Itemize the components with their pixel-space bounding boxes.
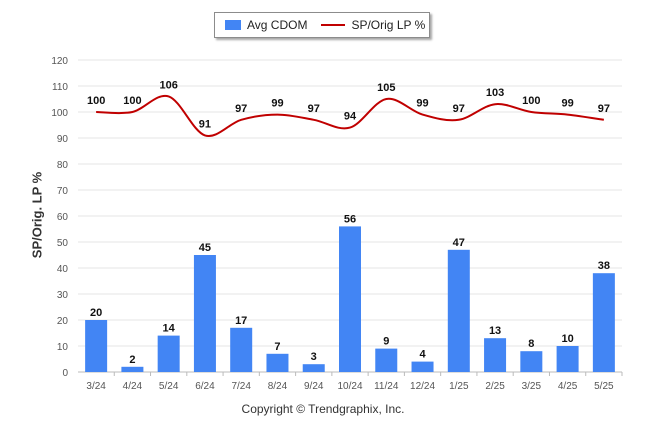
x-tick-label: 1/25	[449, 381, 469, 392]
x-tick-label: 6/24	[195, 381, 215, 392]
x-tick-label: 3/24	[86, 381, 106, 392]
y-tick-label: 80	[57, 160, 69, 171]
y-tick-label: 10	[57, 342, 69, 353]
x-tick-label: 9/24	[304, 381, 324, 392]
legend-item-bars: Avg CDOM	[215, 18, 307, 32]
bar	[121, 366, 144, 372]
line-data-label: 97	[453, 103, 465, 115]
bar-data-label: 3	[311, 351, 317, 363]
line-data-label: 103	[486, 87, 504, 99]
line-data-label: 106	[159, 79, 177, 91]
bar	[266, 353, 289, 372]
bar-data-label: 2	[129, 354, 135, 366]
bar	[339, 226, 361, 372]
line-data-label: 99	[271, 98, 283, 110]
bar-data-label: 10	[561, 333, 573, 345]
x-tick-label: 8/24	[268, 381, 288, 392]
bar	[85, 320, 108, 372]
bar	[556, 346, 579, 372]
x-tick-label: 5/25	[594, 381, 614, 392]
y-tick-label: 100	[51, 108, 68, 119]
y-tick-label: 20	[57, 316, 69, 327]
bar-data-label: 45	[199, 242, 211, 254]
bar	[484, 338, 507, 372]
legend-swatch-line	[321, 24, 346, 26]
bar	[520, 351, 543, 372]
line-data-label: 91	[199, 118, 211, 130]
x-tick-label: 11/24	[374, 381, 399, 392]
bar-data-label: 56	[344, 213, 356, 225]
x-tick-label: 2/25	[485, 381, 505, 392]
legend-item-line: SP/Orig LP %	[307, 18, 425, 32]
copyright-text: Copyright © Trendgraphix, Inc.	[241, 402, 405, 416]
bar-data-label: 13	[489, 325, 501, 337]
x-tick-label: 10/24	[337, 381, 362, 392]
bar-data-label: 14	[163, 323, 176, 335]
line-data-label: 100	[123, 95, 141, 107]
bar-data-label: 7	[274, 341, 280, 353]
legend: Avg CDOM SP/Orig LP %	[214, 12, 430, 38]
legend-label-bars: Avg CDOM	[247, 18, 308, 32]
bar	[447, 249, 470, 372]
y-tick-label: 70	[57, 186, 69, 197]
line-series-path	[96, 94, 605, 137]
bar-data-label: 4	[419, 349, 426, 361]
line-data-label: 97	[598, 103, 610, 115]
bar-data-label: 8	[528, 338, 534, 350]
bar	[157, 335, 180, 372]
x-tick-label: 5/24	[159, 381, 179, 392]
x-tick-label: 4/25	[558, 381, 578, 392]
line-data-label: 94	[344, 111, 357, 123]
line-data-label: 100	[87, 95, 105, 107]
line-data-label: 99	[416, 98, 428, 110]
y-tick-label: 40	[57, 264, 69, 275]
x-tick-label: 7/24	[231, 381, 251, 392]
bar-data-label: 17	[235, 315, 247, 327]
y-tick-label: 0	[62, 368, 68, 379]
x-tick-label: 4/24	[123, 381, 143, 392]
y-tick-label: 120	[51, 56, 68, 67]
line-data-label: 97	[235, 103, 247, 115]
y-tick-label: 90	[57, 134, 69, 145]
y-tick-label: 50	[57, 238, 69, 249]
y-axis-label: SP/Orig. LP %	[29, 171, 45, 259]
bar	[230, 327, 253, 372]
legend-swatch-bars	[225, 20, 241, 30]
line-data-label: 99	[561, 98, 573, 110]
bar-data-label: 20	[90, 307, 102, 319]
bar-data-label: 47	[453, 237, 465, 249]
legend-label-line: SP/Orig LP %	[351, 18, 426, 32]
x-tick-label: 12/24	[410, 381, 435, 392]
bar-data-label: 38	[598, 260, 610, 272]
y-tick-label: 30	[57, 290, 69, 301]
bar-data-label: 9	[383, 336, 389, 348]
bar	[592, 273, 615, 372]
line-data-label: 97	[308, 103, 320, 115]
bar	[375, 348, 398, 372]
y-tick-label: 60	[57, 212, 69, 223]
line-data-label: 100	[522, 95, 540, 107]
bar	[411, 361, 434, 372]
bar	[302, 364, 325, 372]
y-tick-label: 110	[52, 82, 68, 93]
bar	[193, 255, 216, 372]
line-data-label: 105	[377, 82, 395, 94]
x-tick-label: 3/25	[522, 381, 542, 392]
